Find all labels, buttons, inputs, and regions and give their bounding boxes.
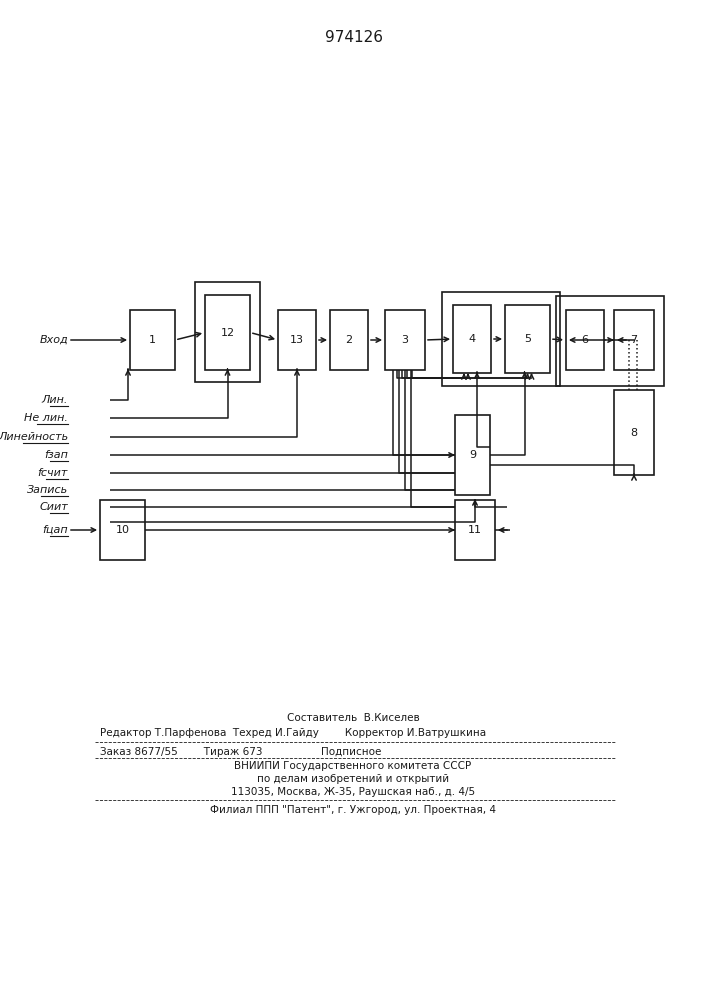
Bar xyxy=(566,310,604,370)
Bar xyxy=(614,390,654,475)
Text: по делам изобретений и открытий: по делам изобретений и открытий xyxy=(257,774,449,784)
Text: fсчит: fсчит xyxy=(37,468,68,478)
Bar xyxy=(442,292,560,386)
Text: Редактор Т.Парфенова  Техред И.Гайду        Корректор И.Ватрушкина: Редактор Т.Парфенова Техред И.Гайду Корр… xyxy=(100,728,486,738)
Text: Вход: Вход xyxy=(40,335,68,345)
Text: 4: 4 xyxy=(469,334,476,344)
Text: fзап: fзап xyxy=(44,450,68,460)
Bar xyxy=(385,310,425,370)
Text: Запись: Запись xyxy=(27,485,68,495)
Bar xyxy=(195,282,260,382)
Text: fцап: fцап xyxy=(42,525,68,535)
Bar xyxy=(278,310,316,370)
Bar xyxy=(205,295,250,370)
Text: 11: 11 xyxy=(468,525,482,535)
Text: Не лин.: Не лин. xyxy=(24,413,68,423)
Text: Линейность: Линейность xyxy=(0,432,68,442)
Bar xyxy=(453,305,491,373)
Text: ВНИИПИ Государственного комитета СССР: ВНИИПИ Государственного комитета СССР xyxy=(235,761,472,771)
Text: 6: 6 xyxy=(581,335,588,345)
Bar xyxy=(455,500,495,560)
Text: 8: 8 xyxy=(631,428,638,438)
Text: 113035, Москва, Ж-35, Раушская наб., д. 4/5: 113035, Москва, Ж-35, Раушская наб., д. … xyxy=(231,787,475,797)
Text: 974126: 974126 xyxy=(325,30,382,45)
Text: Заказ 8677/55        Тираж 673                  Подписное: Заказ 8677/55 Тираж 673 Подписное xyxy=(100,747,381,757)
Text: 10: 10 xyxy=(115,525,129,535)
Text: 5: 5 xyxy=(524,334,531,344)
Text: 9: 9 xyxy=(469,450,476,460)
Text: Составитель  В.Киселев: Составитель В.Киселев xyxy=(286,713,419,723)
Text: Филиал ППП "Патент", г. Ужгород, ул. Проектная, 4: Филиал ППП "Патент", г. Ужгород, ул. Про… xyxy=(210,805,496,815)
Text: Лин.: Лин. xyxy=(42,395,68,405)
Bar xyxy=(130,310,175,370)
Text: 12: 12 xyxy=(221,328,235,338)
Bar xyxy=(614,310,654,370)
Bar xyxy=(455,415,490,495)
Bar xyxy=(330,310,368,370)
Text: 3: 3 xyxy=(402,335,409,345)
Text: 7: 7 xyxy=(631,335,638,345)
Text: Сиит: Сиит xyxy=(40,502,68,512)
Text: 13: 13 xyxy=(290,335,304,345)
Text: 1: 1 xyxy=(149,335,156,345)
Bar xyxy=(505,305,550,373)
Bar xyxy=(556,296,664,386)
Text: 2: 2 xyxy=(346,335,353,345)
Bar xyxy=(100,500,145,560)
